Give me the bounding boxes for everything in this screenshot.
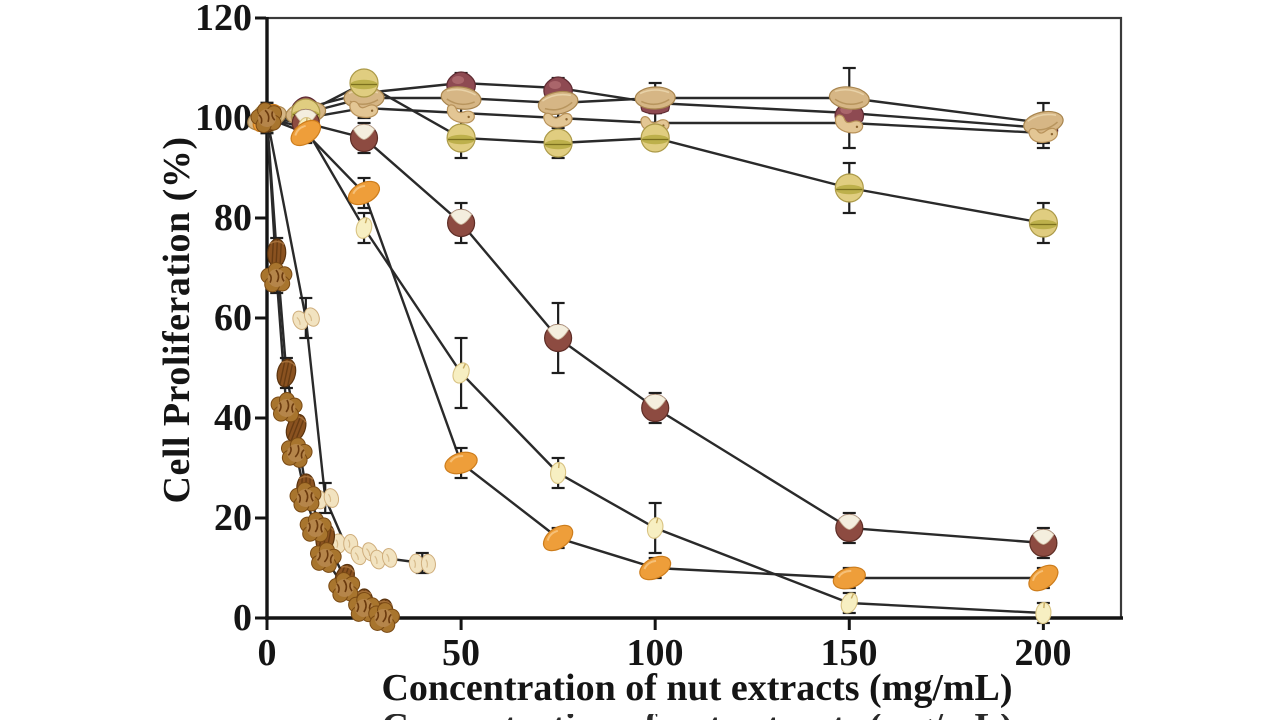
x-tick-label-100: 100: [626, 632, 684, 674]
marker-pine-nut-icon: [1035, 601, 1052, 625]
marker-walnut-icon: [250, 102, 283, 134]
marker-pistachio-icon: [1028, 208, 1059, 238]
marker-almond-icon: [1028, 564, 1059, 592]
marker-hazelnut-icon: [835, 513, 864, 543]
marker-pine-nut-icon: [355, 217, 373, 239]
y-tick-label-40: 40: [214, 397, 252, 439]
marker-almond-icon: [639, 555, 672, 581]
marker-peanut-icon: [350, 542, 379, 566]
marker-pine-nut-icon: [646, 517, 664, 539]
marker-pistachio-icon: [543, 128, 573, 158]
y-tick-label-60: 60: [214, 297, 252, 339]
marker-hazelnut-icon: [1029, 528, 1058, 558]
cropped-caption-fragment: Concentration of nut extracts (mg/mL): [337, 714, 1057, 720]
marker-almond-icon: [542, 524, 574, 552]
y-tick-label-20: 20: [214, 497, 252, 539]
x-tick-label-200: 200: [1014, 632, 1072, 674]
marker-cashew-icon: [446, 104, 475, 124]
marker-brazil-nut-icon: [828, 86, 870, 110]
x-tick-label-0: 0: [257, 632, 277, 674]
marker-almond-icon: [832, 566, 866, 590]
marker-almond-icon: [444, 451, 478, 475]
marker-brazil-nut-icon: [634, 86, 676, 110]
y-tick-label-80: 80: [214, 197, 252, 239]
marker-pistachio-icon: [349, 68, 379, 98]
marker-walnut-icon: [299, 512, 332, 543]
marker-walnut-icon: [289, 482, 322, 513]
marker-pine-nut-icon: [452, 362, 470, 384]
marker-pine-nut-icon: [840, 592, 858, 614]
marker-hazelnut-icon: [543, 323, 573, 353]
y-tick-label-100: 100: [195, 97, 252, 139]
marker-pine-nut-icon: [550, 461, 567, 485]
marker-pistachio-icon: [834, 173, 864, 203]
marker-peanut-icon: [370, 548, 398, 570]
marker-peanut-icon: [292, 307, 320, 331]
marker-hazelnut-icon: [447, 208, 476, 238]
marker-cashew-icon: [834, 114, 864, 134]
marker-almond-icon: [347, 180, 381, 206]
marker-walnut-icon: [280, 437, 313, 468]
marker-pistachio-icon: [640, 123, 670, 153]
marker-brazil-nut-icon: [440, 86, 482, 110]
y-tick-label-0: 0: [233, 597, 252, 639]
marker-peanut-icon: [408, 553, 436, 574]
marker-walnut-icon: [260, 262, 293, 293]
y-tick-label-120: 120: [195, 0, 252, 39]
marker-brazil-nut-icon: [537, 90, 579, 116]
marker-walnut-icon: [309, 542, 342, 573]
marker-almond-icon: [290, 119, 322, 147]
x-axis-title: Concentration of nut extracts (mg/mL): [381, 667, 1013, 709]
marker-hazelnut-icon: [641, 393, 670, 423]
marker-pecan-icon: [276, 358, 297, 388]
x-tick-label-50: 50: [442, 632, 480, 674]
marker-pistachio-icon: [446, 123, 476, 153]
marker-hazelnut-icon: [349, 123, 379, 153]
plot-frame: [265, 16, 1123, 620]
cropped-caption-text: Concentration of nut extracts (mg/mL): [337, 714, 1057, 720]
marker-cashew-icon: [542, 112, 573, 129]
series-line-hazelnut: [266, 116, 1044, 545]
marker-cashew-icon: [1028, 127, 1058, 144]
marker-walnut-icon: [270, 392, 303, 423]
marker-cashew-icon: [349, 100, 379, 119]
x-tick-label-150: 150: [820, 632, 878, 674]
series-line-almond: [266, 116, 1044, 580]
marker-walnut-icon: [368, 602, 400, 633]
